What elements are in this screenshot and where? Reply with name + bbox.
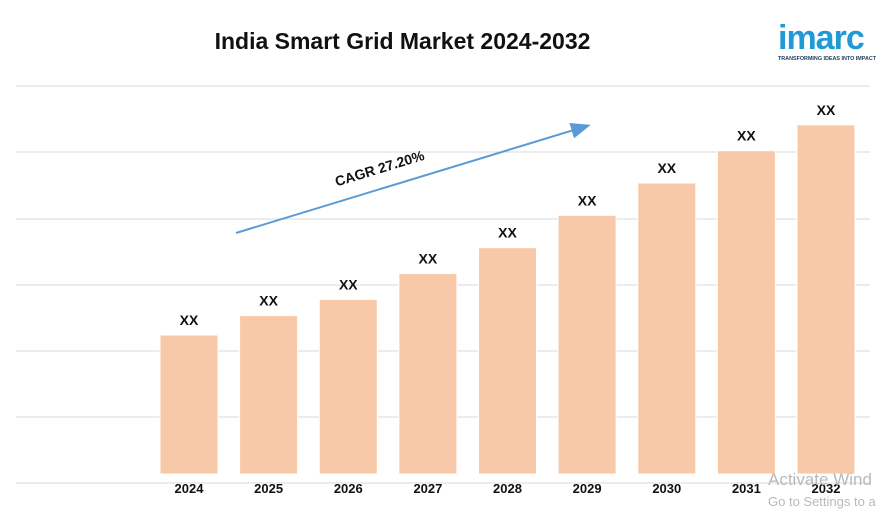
data-label: XX: [737, 128, 756, 144]
data-label: XX: [498, 225, 517, 241]
chart-title: India Smart Grid Market 2024-2032: [214, 28, 591, 54]
data-label: XX: [578, 192, 597, 208]
x-tick-label: 2027: [413, 481, 442, 496]
bar-2027: [398, 273, 458, 475]
logo-tagline: TRANSFORMING IDEAS INTO IMPACT: [778, 56, 877, 62]
data-label: XX: [339, 276, 358, 292]
bar-2030: [637, 182, 697, 475]
data-label: XX: [259, 293, 278, 309]
logo-word: imarc: [778, 19, 865, 57]
data-label: XX: [180, 312, 199, 328]
bar-2028: [478, 247, 537, 475]
activation-watermark: Activate Wind: [768, 470, 872, 489]
x-tick-label: 2026: [334, 481, 363, 496]
bar-2029: [557, 214, 617, 475]
x-tick-label: 2029: [573, 481, 602, 496]
bar-2025: [239, 315, 299, 475]
activation-watermark-sub: Go to Settings to a: [768, 494, 876, 509]
bar-2024: [159, 334, 219, 475]
bar-2032: [796, 124, 856, 475]
x-tick-label: 2024: [175, 481, 205, 496]
data-label: XX: [419, 251, 438, 267]
bar-2026: [318, 298, 378, 475]
x-tick-label: 2032: [812, 481, 841, 496]
x-tick-label: 2031: [732, 481, 761, 496]
x-tick-label: 2025: [254, 481, 283, 496]
data-label: XX: [817, 102, 836, 118]
x-tick-label: 2028: [493, 481, 522, 496]
bar-2031: [716, 150, 776, 475]
cagr-label: CAGR 27.20%: [333, 147, 427, 190]
x-tick-label: 2030: [652, 481, 681, 496]
data-label: XX: [657, 160, 676, 176]
cagr-arrow: [235, 123, 591, 234]
imarc-logo: imarc TRANSFORMING IDEAS INTO IMPACT: [778, 18, 886, 68]
